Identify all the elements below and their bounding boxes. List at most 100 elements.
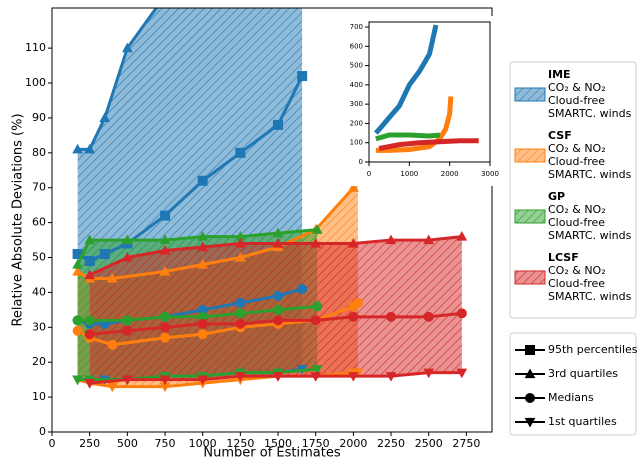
marker [235,238,246,248]
legend-description: SMARTC. winds [548,290,632,303]
y-tick-label: 200 [350,119,363,127]
y-tick-label: 0 [359,158,363,166]
marker [72,265,83,276]
marker [84,256,95,267]
y-axis-label: Relative Absolute Deviations (%) [11,113,26,326]
legend-name: CSF [548,129,572,142]
x-tick-label: 1250 [226,437,254,450]
legend-marker [524,417,536,428]
marker [312,301,323,312]
marker [272,227,284,238]
marker [297,71,308,82]
legend-description: CO₂ & NO₂ [548,142,606,155]
marker [121,234,133,245]
x-tick-label: 3000 [481,170,499,178]
marker [197,375,209,386]
marker [72,375,83,386]
legend-label: Medians [548,391,594,404]
marker [311,224,323,234]
marker [273,119,284,130]
marker [385,234,397,245]
y-tick-label: 600 [350,42,363,50]
x-tick-label: 1500 [264,437,292,450]
x-tick-label: 1750 [302,437,330,450]
legend-description: SMARTC. winds [548,229,632,242]
marker [456,368,468,379]
series-line [77,367,318,382]
legend-name: IME [548,68,571,81]
marker [160,332,171,343]
y-tick-label: 0 [39,425,46,438]
marker [348,238,359,248]
series-line [375,132,441,142]
series-line [77,8,159,151]
marker [235,308,246,319]
x-tick-label: 1000 [400,170,418,178]
x-axis-label: Number of Estimates [203,446,340,461]
legend-description: CO₂ & NO₂ [548,81,606,94]
legend-patch [514,209,546,224]
marker [121,251,133,262]
x-tick-label: 1000 [189,437,217,450]
legend-marker [525,345,535,355]
y-tick-label: 90 [32,111,46,124]
x-tick-label: 2250 [377,437,405,450]
legend-description: SMARTC. winds [548,107,632,120]
marker [273,304,284,315]
marker [272,372,284,382]
marker [107,339,118,350]
marker [423,234,435,245]
legend-description: Cloud-free [548,277,605,290]
marker [159,375,171,386]
marker [273,290,284,301]
marker [72,325,83,336]
marker [197,329,208,340]
marker [456,231,468,241]
x-tick-label: 2000 [339,437,367,450]
marker [348,182,359,192]
marker [297,283,308,294]
legend-description: Cloud-free [548,155,605,168]
marker [348,311,359,322]
legend-label: 1st quartiles [548,415,617,428]
marker [348,372,359,382]
y-tick-label: 80 [32,146,46,159]
series-line [374,24,439,135]
plot-area [72,8,468,393]
marker [106,382,118,393]
marker [235,147,246,158]
y-tick-label: 500 [350,62,363,70]
x-tick-label: 750 [155,437,176,450]
marker [423,368,435,379]
marker [84,315,95,326]
marker [106,272,118,283]
marker [197,258,209,269]
y-tick-label: 70 [32,181,46,194]
inset-frame [368,21,491,163]
marker [72,143,83,154]
series-line [76,228,318,266]
legend-description: CO₂ & NO₂ [548,264,606,277]
legend-patch [514,87,546,102]
marker [160,311,171,322]
marker [122,315,133,326]
y-tick-label: 60 [32,216,46,229]
legend-description: Cloud-free [548,216,605,229]
marker [423,311,434,322]
marker [122,325,133,336]
y-tick-label: 100 [25,76,46,89]
x-tick-label: 2000 [441,170,459,178]
y-tick-label: 100 [350,139,363,147]
marker [84,379,96,389]
y-tick-label: 300 [350,100,363,108]
legend-description: Cloud-free [548,94,605,107]
series-line [77,304,318,322]
marker [235,318,246,329]
series-line [76,173,360,280]
marker [273,315,284,326]
marker [197,241,209,252]
legend-description: SMARTC. winds [548,168,632,181]
y-tick-label: 110 [25,41,46,54]
series-legend-box [509,61,637,319]
legend-description: CO₂ & NO₂ [548,203,606,216]
